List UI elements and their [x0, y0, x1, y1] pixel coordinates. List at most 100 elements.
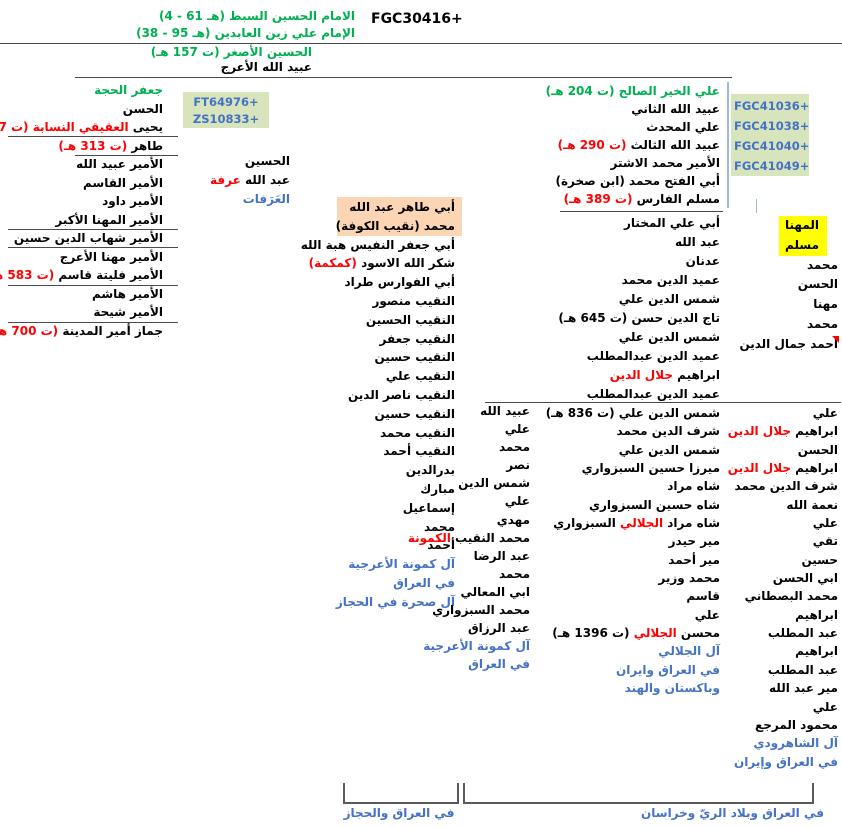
name-text: آل الجلالي [658, 644, 720, 659]
name-text: علي المحدث [646, 120, 720, 134]
person-row: علي الخير الصالح (ت 204 هـ) [480, 82, 720, 100]
name-text: أبي الفتح محمد (ابن صخرة) [555, 174, 720, 188]
name-text: الحسين [244, 154, 290, 168]
name-text: آل صحرة في الحجاز [335, 594, 455, 609]
name-text: جعفر الحجة [94, 83, 163, 97]
person-row: عميد الدين عبدالمطلب [480, 347, 720, 366]
person-row: عدنان [480, 252, 720, 271]
comment-marker-icon [832, 335, 839, 343]
name-text: (ت 1396 هـ) [552, 626, 634, 641]
person-row: الأمير شيحة [0, 303, 163, 322]
name-text: عميد الدين عبدالمطلب [586, 387, 720, 401]
name-text: طاهر [127, 138, 163, 153]
name-text: الأمير فليتة قاسم [54, 268, 163, 282]
name-text: مسلم [785, 237, 819, 252]
person-row: الأمير مهنا الأعرج [0, 248, 163, 267]
name-text: بدرالدين [405, 463, 455, 478]
name-text: محمد [423, 519, 455, 534]
person-row: ابراهيم جلال الدين [678, 422, 838, 440]
name-text: علي [812, 699, 838, 714]
name-text: شمس الدين [458, 476, 530, 491]
person-row: إسماعيل [245, 499, 455, 518]
person-row: مسلم [678, 236, 838, 256]
ancestor-husayn-asghar: الحسين الأصغر (ت 157 هـ) [150, 45, 312, 59]
name-text: شرف الدين محمد [734, 479, 838, 494]
name-text: عبد الرضا [473, 548, 530, 563]
separator-line [0, 43, 842, 44]
person-row: شمس الدين علي (ت 836 هـ) [480, 404, 720, 422]
region-label-iraq-hijaz: في العراق والحجاز [343, 806, 455, 820]
ancestor-imam-husayn: الامام الحسين السبط (هـ 61 - 4) [158, 9, 355, 23]
name-text: شاه مراد [667, 479, 720, 494]
separator-line [8, 285, 178, 286]
branch-region-label: في العراق [320, 655, 530, 673]
name-text: وباكستان والهند [624, 681, 720, 696]
column-main-line-bottom: شمس الدين علي (ت 836 هـ) شرف الدين محمد شم… [480, 404, 720, 698]
separator-line [560, 211, 723, 212]
haplogroup-snp-label: ZS10833+ [192, 112, 260, 126]
person-row: النقيب أحمد [245, 442, 455, 461]
column-muhanna-line-bottom: علي ابراهيم جلال الدين الحسن ابراهيم جلال ا… [678, 404, 838, 771]
name-text: حسين [801, 552, 838, 567]
name-text: جلال الدين [727, 461, 791, 476]
name-text: محمد السبزواري [432, 603, 530, 618]
person-row: علي [320, 420, 530, 438]
branch-region-label: في العراق [245, 574, 455, 593]
branch-region-label: في العراق وإيران [678, 753, 838, 771]
name-text: محمد [806, 316, 838, 331]
name-text: أبي طاهر عبد الله [349, 200, 455, 214]
person-row: النقيب علي [245, 367, 455, 386]
column-main-line-mid: أبي علي المختار عبد الله عدنان عميد الدين م… [480, 214, 720, 404]
person-row: محمد النقيب الكمونة [320, 529, 530, 547]
name-text: عبيد الله الثالث [626, 138, 720, 152]
branch-region-label: آل كمونة الأعرجية [320, 637, 530, 655]
person-row: النقيب منصور [245, 292, 455, 311]
person-row: أبي جعفر النفيس هبة الله [245, 236, 455, 255]
name-text: الأمير عبيد الله [76, 157, 163, 171]
name-text: الأمير المهنا الأكبر [55, 212, 163, 227]
name-text: مبارك [420, 481, 455, 496]
person-row: الأمير القاسم [0, 174, 163, 193]
person-row: النقيب محمد [245, 424, 455, 443]
person-row: نصر [320, 456, 530, 474]
ancestor-imam-zayn-alabidin: الإمام علي زين العابدين (هـ 95 - 38) [136, 26, 355, 40]
person-row: بدرالدين [245, 461, 455, 480]
name-text: مير أحمد [668, 552, 720, 567]
person-row: عبيد الله الثاني [480, 100, 720, 118]
name-text: الأمير شيحة [93, 305, 163, 319]
separator-line [8, 322, 178, 323]
person-row: مهدي [320, 511, 530, 529]
person-row: شمس الدين علي [480, 441, 720, 459]
person-row: أبي الفوارس طراد [245, 273, 455, 292]
name-text: محمود المرجع [755, 717, 838, 732]
name-text: قاسم [686, 589, 720, 604]
name-text: النقيب حسين [374, 350, 456, 365]
person-row: عبيد الله [320, 402, 530, 420]
name-text: ابي المعالي [460, 584, 530, 599]
person-row: حسين [678, 551, 838, 569]
person-row: محمد [320, 565, 530, 583]
branch-region-label: آل الشاهرودي [678, 734, 838, 752]
person-row: محمد السبزواري [320, 601, 530, 619]
highlight-peach-naqib-kufa [337, 197, 462, 236]
name-text: الحسن [797, 277, 838, 292]
name-text: مير عبد الله [769, 681, 838, 696]
name-text: في العراق وإيران [734, 754, 838, 769]
person-row: الأمير عبيد الله [0, 155, 163, 174]
name-text: (كمكمة) [308, 256, 357, 271]
person-row: أحمد [245, 536, 455, 555]
name-text: جلال الدين [609, 368, 673, 382]
name-text: تاج الدين حسن (ت 645 هـ) [558, 311, 720, 325]
name-text: مهنا [813, 297, 838, 312]
person-row: عبد الرضا [320, 547, 530, 565]
name-text: النقيب جعفر [379, 331, 455, 346]
person-row: مير عبد الله [678, 679, 838, 697]
person-row: ابي الحسن [678, 569, 838, 587]
name-text: المهنا [785, 218, 819, 232]
person-row: شاه حسين السبزواري [480, 496, 720, 514]
name-text: عبيد الله [480, 404, 530, 418]
name-text: عبد الرزاق [467, 621, 530, 636]
name-text: تقي [812, 534, 838, 549]
haplogroup-snp-label: FGC41036+ [734, 99, 810, 113]
